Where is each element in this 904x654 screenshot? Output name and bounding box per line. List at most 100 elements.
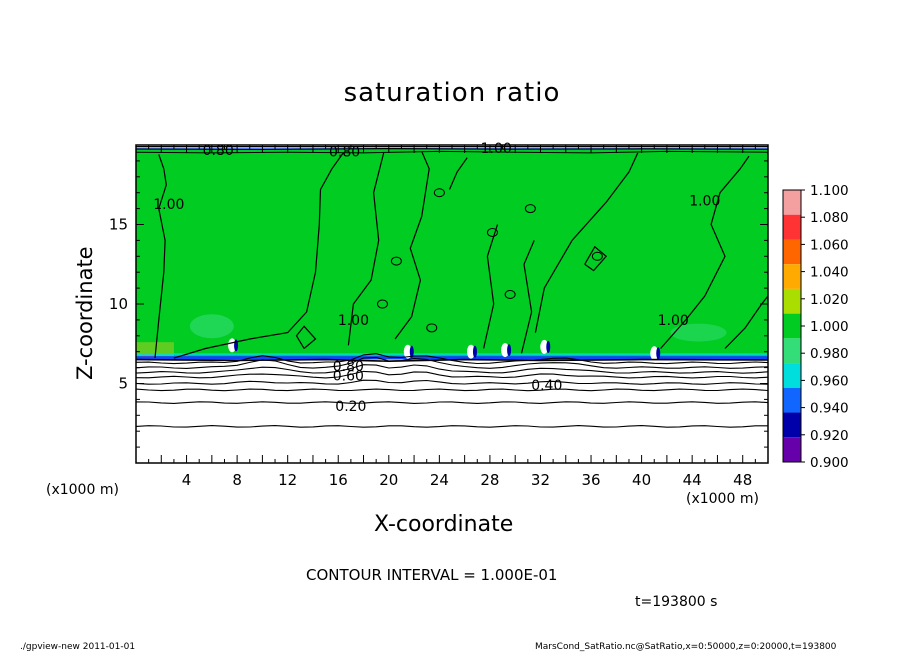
colorbar-swatch (783, 239, 801, 265)
colorbar-label: 0.920 (810, 428, 849, 444)
speckle (507, 344, 512, 357)
x-tick-label: 4 (182, 471, 192, 489)
colorbar-label: 1.100 (810, 183, 849, 199)
x-tick-label: 48 (733, 471, 752, 489)
speckle (656, 347, 661, 360)
contour-line (394, 151, 430, 340)
supersaturated-patch (141, 353, 157, 359)
saturated-shade (670, 323, 727, 342)
speckle (546, 340, 551, 353)
contour-line (295, 325, 317, 349)
colorbar-label: 0.900 (810, 455, 849, 471)
contour-line (448, 157, 468, 190)
contour-labels: 0.80 0.80 1.001.00 1.001.00 1.000.800.600.40… (153, 141, 720, 415)
boundary-band (136, 356, 768, 360)
saturated-shade (189, 314, 234, 339)
colorbar-swatch (783, 264, 801, 289)
colorbar-label: 1.040 (810, 265, 849, 281)
contour-label: 0.80 (333, 359, 364, 375)
contour-line (724, 295, 769, 349)
contour-label: 1.00 (689, 194, 720, 210)
colorbar-label: 0.940 (810, 401, 849, 417)
x-tick-label: 28 (480, 471, 499, 489)
contour-lines (135, 146, 769, 428)
x-axis: 4 8 12 16 20 24 28 32 36 40 44 48 (135, 145, 769, 489)
colorbar-swatch (783, 338, 801, 364)
y-tick-label: 10 (109, 295, 128, 313)
contour-line (483, 224, 499, 349)
contour-label: 1.00 (153, 197, 184, 213)
x-tick-label: 24 (430, 471, 449, 489)
contour-line (660, 155, 750, 349)
contour-label: 0.40 (531, 378, 562, 394)
colorbar-swatch (783, 313, 801, 339)
x-tick-label: 40 (632, 471, 651, 489)
contour-line (135, 358, 769, 363)
contour-label: 1.00 (658, 313, 689, 329)
colorbar-label: 1.060 (810, 237, 849, 253)
colorbar-swatch (783, 437, 801, 462)
x-axis-label: X-coordinate (374, 512, 514, 537)
x-tick-label: 16 (329, 471, 348, 489)
speckle (501, 343, 510, 358)
contour-line (520, 240, 535, 354)
contour-island (524, 204, 536, 214)
x-tick-label: 8 (232, 471, 242, 489)
colorbar-label: 1.020 (810, 292, 849, 308)
contour-line (135, 370, 769, 379)
speckle (466, 344, 475, 359)
contour-island (504, 289, 516, 299)
contour-island (591, 251, 603, 261)
colorbar-swatch (783, 288, 801, 314)
speckle (409, 345, 414, 358)
contour-line (173, 152, 344, 359)
colorbar-swatch (783, 190, 801, 215)
x-tick-label: 36 (581, 471, 600, 489)
colorbar-swatch (783, 214, 801, 240)
contour-line (347, 152, 385, 346)
contour-line (135, 425, 768, 428)
contour-label: 0.60 (333, 369, 364, 385)
saturated-region (136, 145, 768, 360)
chart-title: saturation ratio (343, 78, 561, 108)
contour-label: 0.80 (329, 144, 360, 160)
contour-island (433, 188, 445, 198)
contour-line (135, 356, 769, 369)
boundary-band (136, 353, 768, 356)
speckle (540, 339, 549, 354)
colorbar-label: 1.080 (810, 210, 849, 226)
contour-label: 0.20 (335, 399, 366, 415)
y-axis-label: Z-coordinate (73, 246, 97, 380)
contour-label: 0.80 (203, 143, 234, 159)
color-field (136, 145, 768, 463)
y-tick-label: 5 (118, 375, 128, 393)
contour-line (534, 152, 639, 333)
x-tick-label: 12 (278, 471, 297, 489)
footer-right: MarsCond_SatRatio.nc@SatRatio,x=0:50000,… (535, 642, 837, 652)
speckle (650, 346, 659, 361)
colorbar-swatch (783, 412, 801, 438)
x-tick-label: 20 (379, 471, 398, 489)
y-tick-label: 15 (109, 216, 128, 234)
x-unit-label-right: (x1000 m) (686, 491, 759, 507)
speckle (472, 345, 477, 358)
contour-island (426, 323, 438, 333)
contour-interval: CONTOUR INTERVAL = 1.000E-01 (306, 566, 558, 584)
contour-island (376, 299, 388, 309)
footer-left: ./gpview-new 2011-01-01 (20, 642, 136, 652)
colorbar-swatch (783, 387, 801, 413)
contour-line (135, 379, 769, 385)
x-tick-label: 44 (683, 471, 702, 489)
contour-label: 1.00 (338, 313, 369, 329)
time-label: t=193800 s (635, 594, 718, 610)
contour-island (486, 227, 498, 237)
colorbar: 1.100 1.080 1.060 1.040 1.020 1.000 0.980 0.960… (782, 183, 849, 471)
x-tick-label: 32 (531, 471, 550, 489)
x-unit-label-left: (x1000 m) (46, 482, 119, 498)
contour-island (390, 256, 402, 266)
colorbar-label: 0.960 (810, 373, 849, 389)
contour-line (154, 154, 167, 359)
contour-line (135, 401, 769, 404)
contour-label: 1.00 (481, 141, 512, 157)
y-axis: 5 10 15 (109, 144, 768, 464)
